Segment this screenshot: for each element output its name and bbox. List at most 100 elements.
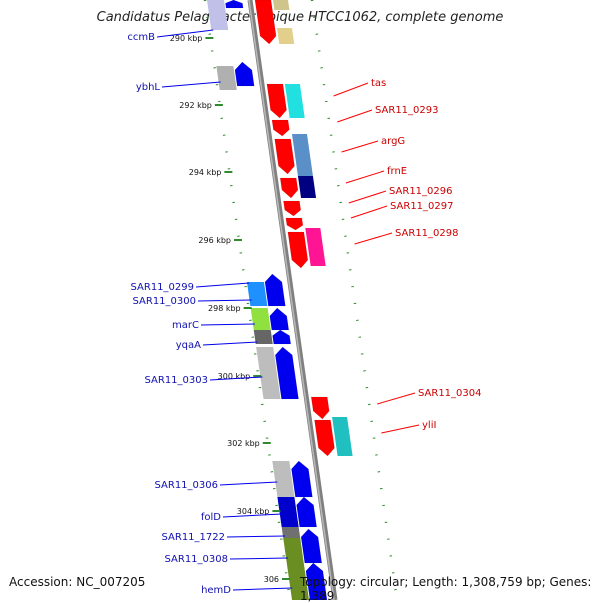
- minus-gene-arrow: [234, 61, 255, 87]
- cog-block: [284, 84, 305, 118]
- topology-text: Topology: circular; Length: 1,308,759 bp…: [300, 575, 592, 603]
- leader-line-left: [195, 282, 250, 288]
- leader-line-right: [381, 424, 420, 434]
- cog-block: [291, 134, 313, 176]
- map-title: Candidatus Pelagibacter ubique HTCC1062,…: [96, 10, 504, 25]
- ruler-tick-label: 294 kbp: [189, 168, 222, 177]
- gene-label-minus: SAR11_0300: [133, 296, 197, 307]
- cog-block: [207, 0, 229, 30]
- gene-arrows: [225, 0, 335, 600]
- minus-gene-arrow: [225, 0, 244, 9]
- leader-line-left: [200, 323, 255, 326]
- genome-backbone: [247, 0, 338, 600]
- gene-label-minus: SAR11_0308: [165, 554, 229, 565]
- ruler-tick-label: 306: [264, 575, 279, 584]
- leader-line-left: [156, 29, 214, 38]
- gene-label-plus: SAR11_0293: [375, 105, 439, 116]
- leader-line-right: [350, 205, 388, 219]
- gene-label-minus: SAR11_0306: [155, 480, 219, 491]
- leader-line-right: [345, 170, 385, 184]
- cog-block: [250, 308, 271, 330]
- gene-label-plus: frnE: [387, 166, 407, 177]
- minus-gene-arrow: [272, 329, 292, 345]
- ruler-tick-label: 290 kbp: [170, 34, 203, 43]
- cog-block: [246, 282, 268, 306]
- cog-block: [276, 28, 295, 44]
- cog-block: [277, 497, 299, 527]
- gene-label-minus: yqaA: [176, 340, 201, 351]
- cog-block: [272, 461, 295, 497]
- leader-line-left: [209, 376, 263, 381]
- cog-block: [305, 228, 326, 266]
- ruler-tick-label: 292 kbp: [179, 101, 212, 110]
- gene-label-minus: SAR11_1722: [162, 532, 226, 543]
- plus-gene-arrow: [254, 0, 277, 45]
- backbone-line: [247, 0, 338, 600]
- leader-line-left: [161, 81, 221, 88]
- plus-gene-arrow: [283, 200, 302, 217]
- accession-text: Accession: NC_007205: [9, 575, 146, 589]
- gene-label-plus: SAR11_0304: [418, 388, 482, 399]
- backbone-highlight: [248, 0, 335, 600]
- gene-label-plus: yliI: [422, 420, 436, 431]
- gene-label-plus: tas: [371, 78, 386, 89]
- gene-label-minus: folD: [201, 512, 221, 523]
- leader-line-left: [232, 587, 293, 591]
- minus-gene-arrow: [305, 562, 328, 600]
- cog-blocks: [207, 0, 353, 600]
- leader-line-right: [337, 109, 373, 123]
- minus-gene-arrow: [264, 273, 286, 307]
- leader-line-right: [348, 190, 387, 204]
- leader-line-right: [377, 392, 416, 405]
- plus-gene-arrow: [279, 177, 299, 199]
- leader-line-left: [229, 557, 289, 560]
- minus-gene-arrow: [300, 528, 323, 564]
- leader-line-right: [341, 140, 379, 153]
- leader-line-right: [354, 232, 393, 245]
- gene-label-minus: hemD: [201, 585, 231, 596]
- minus-gene-arrow: [296, 496, 317, 528]
- cog-block: [283, 538, 309, 600]
- cog-block: [216, 66, 237, 90]
- plus-gene-arrow: [274, 138, 295, 175]
- minus-gene-arrow: [291, 460, 313, 498]
- plus-gene-arrow: [285, 217, 304, 231]
- gene-label-plus: SAR11_0298: [395, 228, 459, 239]
- plus-gene-arrow: [287, 231, 309, 269]
- leader-line-left: [197, 299, 252, 302]
- plus-gene-arrow: [266, 83, 287, 119]
- cog-block: [281, 527, 301, 538]
- gene-label-minus: marC: [172, 320, 199, 331]
- gene-label-minus: ccmB: [127, 32, 155, 43]
- plus-gene-arrow: [310, 396, 330, 420]
- gene-label-plus: argG: [381, 136, 405, 147]
- gene-label-minus: SAR11_0303: [145, 375, 209, 386]
- leader-line-left: [226, 535, 285, 538]
- leader-line-left: [219, 481, 278, 486]
- cog-block: [332, 417, 353, 456]
- ruler-ticks: 290 kbp 292 kbp 294 kbp 296 kbp 298 kbp 300 k…: [170, 34, 291, 584]
- ruler-tick-label: 304 kbp: [237, 507, 270, 516]
- gene-labels: ccmB ybhL SAR11_0299 SAR11_0300 marC yqaA SAR1…: [127, 32, 481, 596]
- plus-gene-arrow: [271, 119, 290, 137]
- ruler-tick-label: 302 kbp: [227, 439, 260, 448]
- plus-gene-arrow: [314, 419, 335, 457]
- cog-block: [256, 347, 281, 399]
- minus-gene-arrow: [275, 346, 299, 400]
- cog-block: [297, 176, 317, 198]
- gene-label-plus: SAR11_0296: [389, 186, 453, 197]
- leader-line-right: [333, 82, 369, 97]
- leader-line-left: [222, 513, 282, 518]
- gene-label-plus: SAR11_0297: [390, 201, 454, 212]
- gene-label-minus: ybhL: [136, 82, 161, 93]
- ruler-tick-label: 298 kbp: [208, 304, 241, 313]
- label-leaders: [156, 29, 420, 591]
- gene-label-minus: SAR11_0299: [131, 282, 195, 293]
- ruler-tick-label: 300 kbp: [218, 372, 251, 381]
- ruler-tick-label: 296 kbp: [198, 236, 231, 245]
- leader-line-left: [202, 341, 258, 346]
- cog-block: [273, 0, 290, 10]
- cog-block: [253, 330, 273, 344]
- minus-gene-arrow: [269, 307, 290, 331]
